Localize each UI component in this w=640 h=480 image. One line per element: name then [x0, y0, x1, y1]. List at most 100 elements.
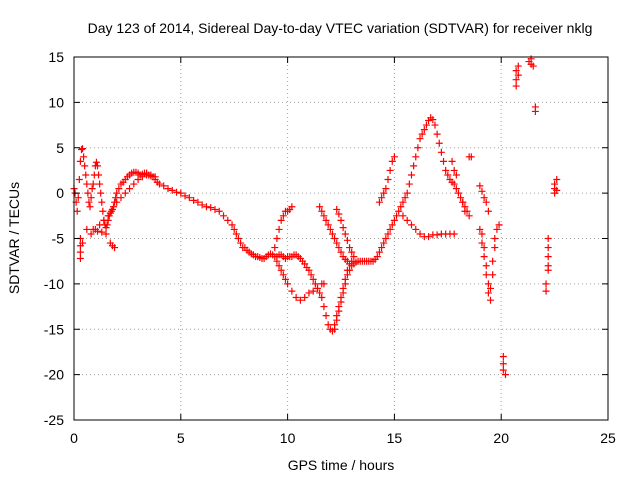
data-point: [331, 321, 339, 329]
data-point: [333, 205, 341, 213]
x-tick-label: 15: [387, 430, 403, 446]
data-point: [80, 153, 88, 161]
x-axis-label: GPS time / hours: [288, 457, 395, 473]
data-point: [115, 185, 123, 193]
data-point: [230, 225, 238, 233]
data-point: [337, 248, 345, 256]
data-point: [87, 194, 95, 202]
y-tick-label: 10: [48, 94, 64, 110]
data-point: [418, 130, 426, 138]
data-point: [444, 171, 452, 179]
data-point: [401, 194, 409, 202]
data-point: [151, 173, 159, 181]
data-point: [147, 171, 155, 179]
data-point: [185, 194, 193, 202]
data-point: [198, 201, 206, 209]
data-point: [96, 180, 104, 188]
data-point: [487, 296, 495, 304]
data-point: [296, 296, 304, 304]
data-point: [134, 176, 142, 184]
data-point: [378, 194, 386, 202]
data-point: [553, 176, 561, 184]
data-point: [454, 189, 462, 197]
data-point: [335, 303, 343, 311]
data-point: [111, 244, 119, 252]
data-point: [288, 287, 296, 295]
data-point: [79, 239, 87, 247]
data-point: [86, 203, 94, 211]
data-point: [433, 130, 441, 138]
data-point: [459, 198, 467, 206]
data-point: [393, 212, 401, 220]
data-point: [542, 280, 550, 288]
data-point: [420, 126, 428, 134]
data-point: [234, 235, 242, 242]
data-point: [160, 182, 168, 190]
data-point: [316, 289, 324, 297]
data-point: [82, 171, 90, 179]
data-point: [480, 194, 488, 202]
x-tick-labels: 0 5 10 15 20 25: [70, 430, 616, 446]
data-point: [465, 212, 473, 220]
data-point: [207, 204, 215, 212]
data-point: [108, 205, 116, 213]
data-point: [85, 198, 93, 206]
data-point: [388, 157, 396, 165]
data-point: [429, 116, 437, 124]
grid-lines: [74, 57, 608, 420]
chart-title: Day 123 of 2014, Sidereal Day-to-day VTE…: [88, 20, 593, 36]
data-point: [378, 244, 386, 252]
data-point: [126, 185, 134, 193]
data-point: [194, 198, 202, 206]
data-point: [484, 207, 492, 215]
data-point: [75, 176, 83, 184]
data-point: [316, 203, 324, 211]
data-point: [74, 194, 82, 202]
data-point: [512, 76, 520, 84]
data-point: [301, 260, 309, 268]
data-point: [324, 221, 332, 229]
data-point: [288, 203, 296, 211]
data-point: [491, 244, 499, 252]
axis-ticks: [73, 56, 609, 421]
data-point: [273, 235, 281, 242]
data-point: [407, 171, 415, 179]
data-point: [333, 312, 341, 320]
data-point: [491, 235, 499, 242]
data-point: [318, 207, 326, 215]
data-point: [311, 280, 319, 288]
y-tick-label: 5: [56, 140, 64, 156]
data-point: [380, 239, 388, 247]
data-point: [337, 293, 345, 301]
data-point: [96, 221, 104, 229]
y-tick-labels: -25 -20 -15 -10 -5 0 5 10 15: [44, 49, 64, 428]
y-tick-label: -5: [52, 231, 65, 247]
data-point: [514, 71, 522, 79]
data-point: [309, 275, 317, 283]
data-point: [237, 239, 245, 247]
data-point: [437, 148, 445, 156]
data-point: [478, 187, 486, 195]
data-point: [478, 230, 486, 238]
data-point: [99, 207, 107, 215]
data-point: [386, 166, 394, 174]
data-point: [277, 216, 285, 224]
data-point: [384, 176, 392, 184]
data-point: [440, 157, 448, 165]
data-point: [435, 139, 443, 147]
data-point: [273, 257, 281, 265]
data-point: [89, 225, 97, 233]
data-point: [544, 235, 552, 242]
data-point: [343, 236, 351, 244]
data-point: [399, 212, 407, 220]
data-point: [499, 366, 507, 374]
data-point: [339, 224, 347, 232]
data-point: [461, 207, 469, 215]
data-point: [84, 189, 92, 197]
data-point: [493, 225, 501, 233]
x-tick-label: 0: [70, 430, 78, 446]
data-point: [76, 254, 84, 262]
data-points: [70, 55, 561, 379]
data-point: [512, 67, 520, 75]
